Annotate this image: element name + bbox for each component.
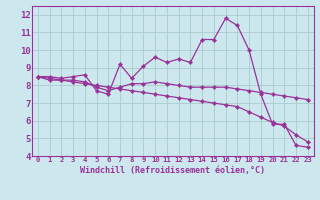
X-axis label: Windchill (Refroidissement éolien,°C): Windchill (Refroidissement éolien,°C)	[80, 166, 265, 175]
